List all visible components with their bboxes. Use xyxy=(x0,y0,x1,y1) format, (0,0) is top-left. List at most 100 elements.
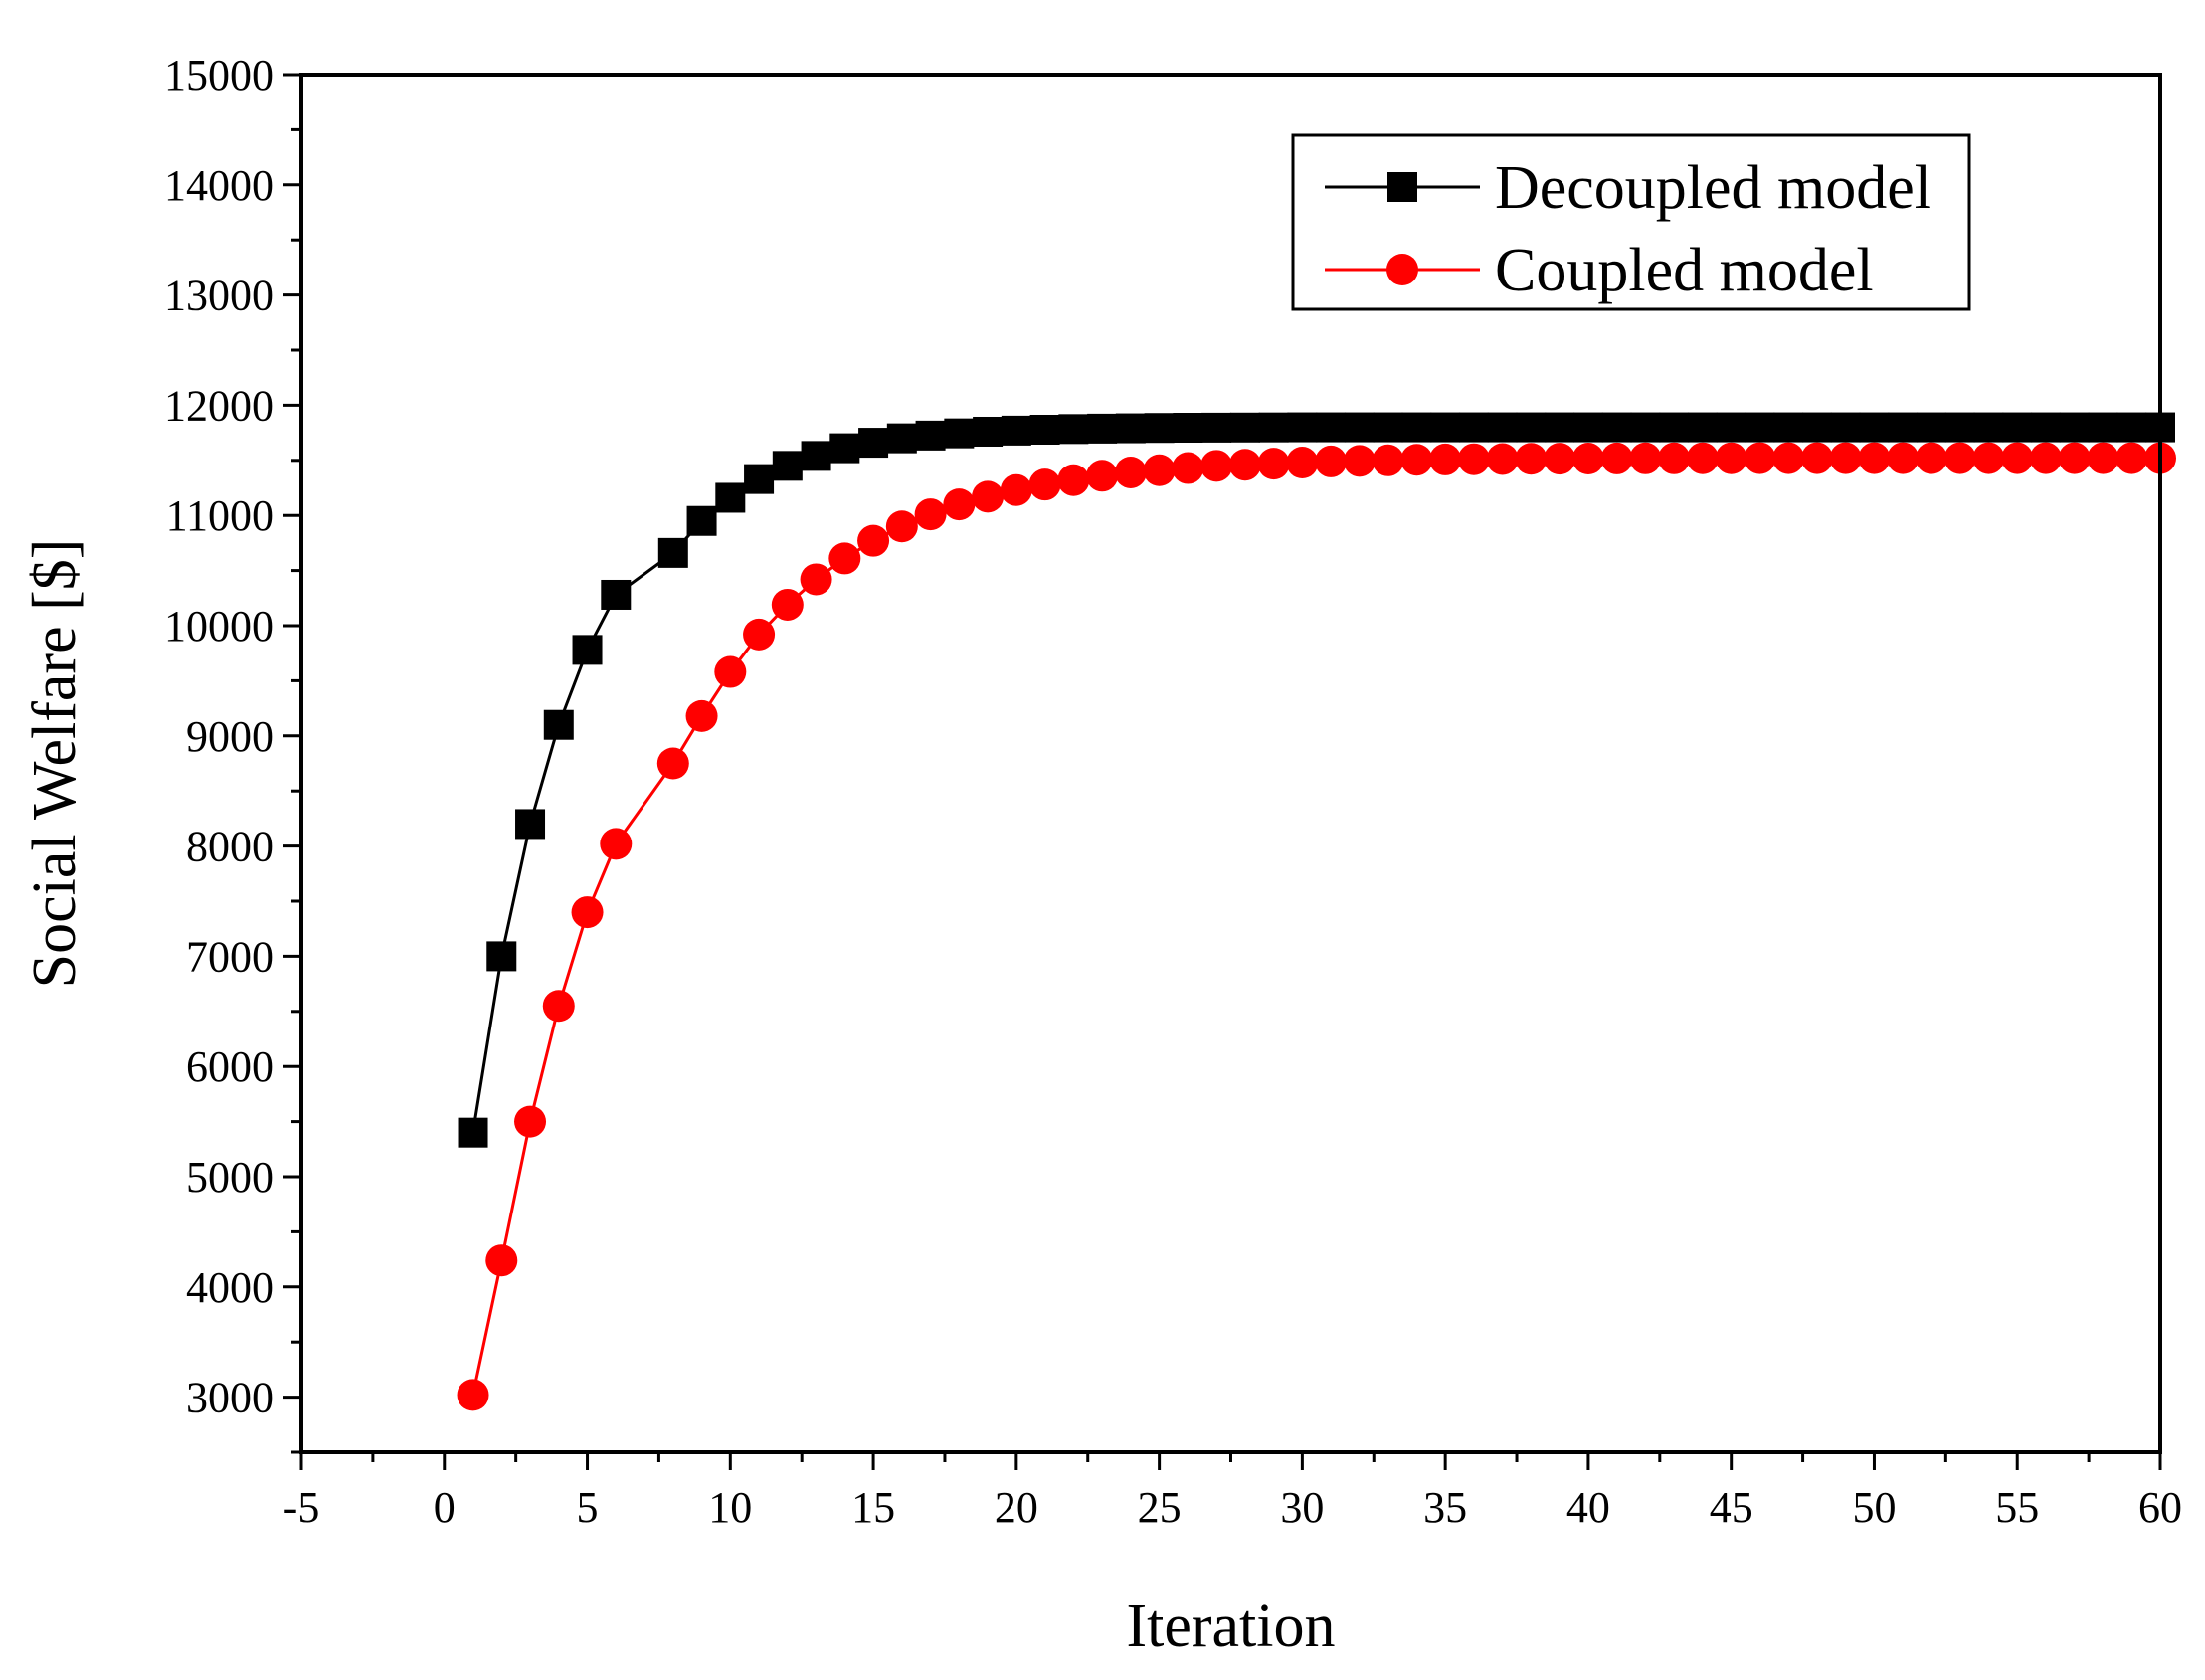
data-point xyxy=(1258,412,1289,443)
series-decoupled xyxy=(458,412,2175,1148)
data-point xyxy=(772,451,803,481)
data-point xyxy=(857,524,890,557)
x-tick-label: 20 xyxy=(995,1483,1038,1532)
data-point xyxy=(858,428,889,459)
data-point xyxy=(486,941,517,972)
data-point xyxy=(2030,412,2061,443)
legend-label-decoupled: Decoupled model xyxy=(1495,154,1931,222)
data-point xyxy=(1544,443,1576,475)
x-tick-label: 30 xyxy=(1280,1483,1324,1532)
data-point xyxy=(1057,464,1090,496)
data-point xyxy=(1457,443,1490,475)
data-point xyxy=(1029,414,1060,445)
data-point xyxy=(1801,412,1832,443)
data-point xyxy=(1114,456,1147,488)
data-point xyxy=(1800,442,1833,474)
data-point xyxy=(1458,412,1489,443)
data-point xyxy=(1515,443,1548,475)
data-point xyxy=(1686,442,1719,474)
data-point xyxy=(2116,412,2147,443)
data-point xyxy=(1087,413,1118,444)
data-point xyxy=(2115,442,2148,474)
data-point xyxy=(1287,412,1318,443)
data-point xyxy=(1257,448,1290,480)
legend: Decoupled model Coupled model xyxy=(1291,133,1971,311)
data-point xyxy=(1429,443,1462,475)
data-point xyxy=(944,418,975,449)
x-tick-label: 15 xyxy=(851,1483,895,1532)
data-point xyxy=(943,488,976,521)
x-tick-label: 10 xyxy=(708,1483,752,1532)
data-point xyxy=(2001,442,2034,474)
y-tick-label: 12000 xyxy=(164,381,274,430)
data-point xyxy=(1172,452,1204,484)
data-point xyxy=(1028,468,1061,501)
data-point xyxy=(571,896,604,929)
data-point xyxy=(1400,444,1433,476)
data-point xyxy=(828,542,861,575)
data-point xyxy=(1571,443,1604,475)
data-point xyxy=(1000,473,1032,506)
data-point xyxy=(1201,412,1232,443)
data-point xyxy=(2002,412,2033,443)
data-point xyxy=(1658,442,1691,474)
data-point xyxy=(1315,445,1348,477)
y-tick-label: 9000 xyxy=(186,712,274,761)
data-point xyxy=(2058,442,2091,474)
data-point xyxy=(601,579,632,610)
data-point xyxy=(1773,412,1804,443)
data-point xyxy=(515,809,546,840)
data-point xyxy=(1829,442,1862,474)
data-point xyxy=(1343,445,1376,477)
data-point xyxy=(1058,414,1089,445)
data-point xyxy=(1915,442,1947,474)
y-axis-title: Social Welfare [$] xyxy=(21,539,89,989)
x-tick-label: 35 xyxy=(1423,1483,1467,1532)
data-point xyxy=(1687,412,1718,443)
data-point xyxy=(1972,442,2005,474)
y-tick-label: 5000 xyxy=(186,1153,274,1202)
data-point xyxy=(1716,412,1746,443)
y-tick-label: 7000 xyxy=(186,932,274,981)
data-point xyxy=(2088,412,2118,443)
data-point xyxy=(1888,412,1919,443)
x-tick-label: 25 xyxy=(1138,1483,1182,1532)
legend-marker-decoupled xyxy=(1387,172,1417,202)
data-point xyxy=(1173,413,1203,444)
x-tick-label: 45 xyxy=(1710,1483,1753,1532)
x-axis-title: Iteration xyxy=(1126,1592,1335,1660)
data-point xyxy=(1144,413,1175,444)
data-point xyxy=(1887,442,1920,474)
data-point xyxy=(800,563,832,596)
x-tick-label: 60 xyxy=(2138,1483,2182,1532)
data-point xyxy=(1001,415,1031,446)
data-point xyxy=(514,1105,547,1138)
data-point xyxy=(1600,442,1633,474)
data-point xyxy=(572,635,603,665)
data-point xyxy=(1401,412,1432,443)
data-point xyxy=(1572,412,1603,443)
data-point xyxy=(829,433,860,464)
data-point xyxy=(771,588,804,621)
data-point xyxy=(1372,444,1404,476)
data-point xyxy=(972,480,1005,513)
data-point xyxy=(1744,442,1776,474)
data-point xyxy=(1373,412,1403,443)
y-tick-label: 15000 xyxy=(164,51,274,99)
data-point xyxy=(1944,412,1975,443)
data-point xyxy=(714,655,747,688)
y-tick-label: 13000 xyxy=(164,272,274,320)
x-tick-label: 55 xyxy=(1995,1483,2039,1532)
data-point xyxy=(1973,412,2004,443)
y-tick-label: 11000 xyxy=(166,491,274,540)
data-point xyxy=(656,747,689,780)
data-point xyxy=(1228,449,1261,481)
data-point xyxy=(1601,412,1632,443)
y-tick-label: 14000 xyxy=(164,161,274,210)
data-point xyxy=(1086,460,1119,492)
data-point xyxy=(485,1244,518,1277)
data-point xyxy=(1115,413,1146,444)
data-point xyxy=(1316,412,1347,443)
data-point xyxy=(1715,442,1747,474)
